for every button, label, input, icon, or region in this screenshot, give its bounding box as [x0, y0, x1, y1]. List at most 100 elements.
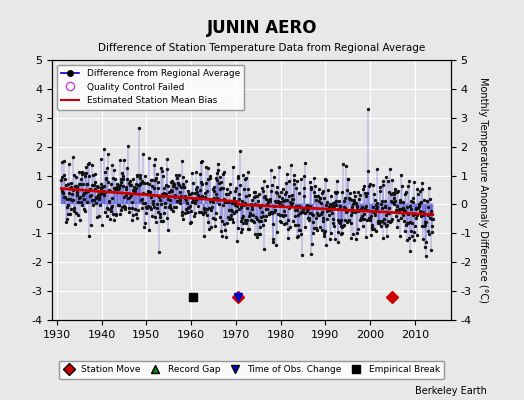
Point: [144, 191, 152, 197]
Point: [233, 238, 242, 244]
Point: [311, 183, 319, 190]
Point: [297, 230, 305, 237]
Point: [192, 169, 200, 175]
Point: [417, 212, 425, 219]
Point: [217, 218, 226, 224]
Point: [408, 220, 416, 226]
Point: [387, 191, 395, 198]
Point: [143, 180, 151, 186]
Point: [421, 219, 429, 225]
Point: [236, 148, 244, 154]
Point: [344, 176, 353, 182]
Point: [188, 199, 196, 205]
Point: [405, 178, 413, 184]
Point: [202, 180, 210, 186]
Point: [66, 185, 74, 191]
Point: [298, 209, 306, 215]
Point: [299, 192, 308, 199]
Point: [369, 181, 378, 188]
Point: [119, 176, 127, 182]
Point: [291, 203, 300, 210]
Point: [225, 216, 233, 222]
Point: [279, 212, 288, 219]
Point: [183, 188, 192, 194]
Point: [417, 186, 425, 192]
Point: [388, 216, 397, 222]
Point: [393, 203, 401, 210]
Point: [411, 206, 420, 213]
Point: [150, 185, 158, 192]
Point: [85, 186, 94, 192]
Point: [157, 164, 165, 171]
Point: [128, 217, 136, 223]
Point: [266, 210, 274, 216]
Point: [86, 222, 95, 228]
Point: [320, 233, 329, 239]
Point: [128, 198, 136, 205]
Point: [157, 200, 166, 207]
Point: [67, 184, 75, 190]
Point: [152, 201, 161, 207]
Point: [380, 220, 388, 226]
Point: [78, 169, 86, 175]
Point: [394, 216, 402, 223]
Point: [159, 210, 168, 216]
Point: [327, 193, 335, 200]
Point: [241, 216, 249, 223]
Point: [350, 198, 358, 204]
Point: [323, 199, 332, 205]
Point: [247, 201, 255, 208]
Point: [399, 205, 407, 211]
Point: [287, 202, 295, 208]
Point: [61, 194, 69, 200]
Point: [309, 219, 318, 225]
Point: [215, 180, 223, 186]
Point: [237, 198, 246, 204]
Point: [172, 197, 181, 204]
Point: [119, 157, 128, 164]
Point: [320, 195, 329, 202]
Point: [296, 227, 304, 233]
Point: [117, 207, 125, 213]
Point: [171, 172, 180, 178]
Point: [333, 189, 341, 195]
Point: [225, 181, 234, 188]
Point: [228, 219, 237, 225]
Point: [383, 233, 391, 239]
Point: [215, 186, 224, 192]
Point: [68, 191, 77, 198]
Point: [210, 188, 218, 194]
Point: [346, 190, 354, 196]
Point: [336, 217, 345, 224]
Point: [228, 216, 236, 222]
Point: [147, 206, 155, 212]
Point: [395, 209, 403, 215]
Point: [133, 172, 141, 178]
Point: [204, 164, 212, 171]
Point: [181, 210, 189, 216]
Point: [304, 214, 312, 221]
Point: [252, 193, 260, 199]
Point: [401, 208, 410, 214]
Point: [185, 203, 194, 209]
Point: [117, 176, 126, 182]
Point: [137, 197, 146, 203]
Point: [372, 228, 380, 234]
Point: [418, 222, 426, 229]
Point: [113, 180, 121, 187]
Point: [373, 166, 381, 172]
Point: [154, 208, 162, 215]
Point: [250, 219, 258, 226]
Point: [289, 196, 297, 202]
Point: [219, 185, 227, 191]
Point: [425, 196, 434, 202]
Point: [105, 187, 113, 194]
Point: [171, 192, 179, 198]
Point: [315, 212, 323, 218]
Point: [404, 211, 412, 218]
Point: [376, 188, 384, 194]
Point: [394, 188, 402, 194]
Point: [308, 241, 316, 248]
Point: [92, 200, 100, 206]
Point: [100, 192, 108, 198]
